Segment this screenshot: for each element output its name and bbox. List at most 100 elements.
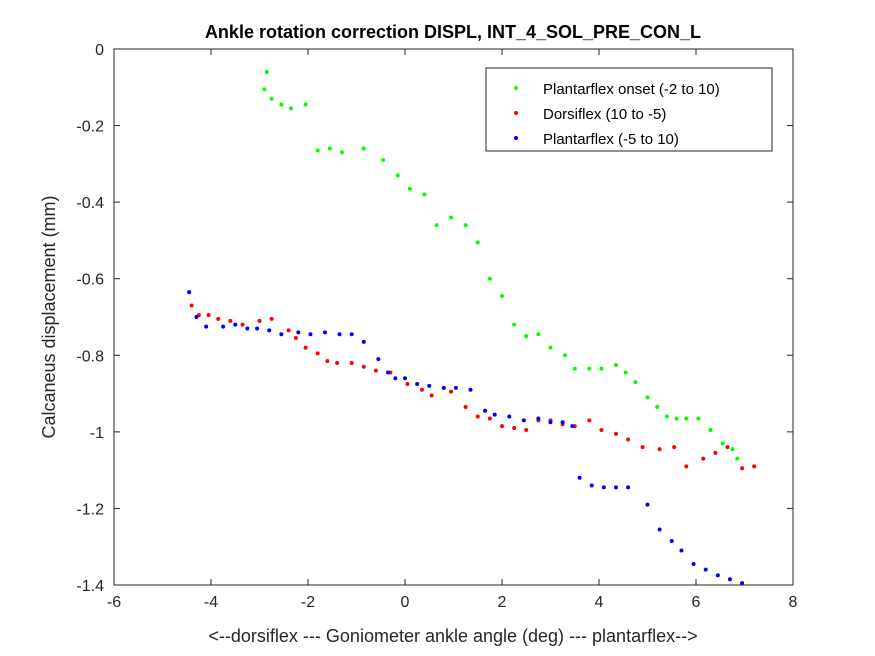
x-tick-label: 2 [498, 594, 507, 611]
data-point [633, 380, 638, 385]
data-point [613, 362, 618, 367]
data-point [500, 424, 504, 429]
data-point [657, 447, 662, 452]
data-point [449, 215, 454, 220]
data-point [361, 146, 366, 151]
data-point [725, 445, 730, 450]
legend-label-dorsiflex: Dorsiflex (10 to -5) [543, 106, 666, 123]
y-tick-label: -0.4 [76, 195, 104, 212]
data-point [684, 416, 689, 421]
data-point [339, 150, 344, 155]
data-point [589, 483, 594, 488]
data-point [623, 370, 628, 375]
data-point [327, 146, 332, 151]
data-point [512, 322, 517, 327]
data-point [492, 412, 497, 417]
data-point [296, 330, 301, 335]
data-point [536, 332, 541, 337]
data-point [674, 416, 679, 421]
data-point [512, 426, 517, 431]
data-point [429, 393, 434, 398]
data-point [587, 366, 592, 371]
data-point [679, 548, 684, 553]
data-point [303, 102, 308, 107]
y-tick-label: -1.2 [76, 501, 104, 518]
data-point [194, 315, 199, 319]
legend-marker-plantarflex-onset [514, 86, 518, 90]
data-point [703, 567, 708, 572]
data-point [381, 158, 386, 163]
legend-marker-dorsiflex [514, 111, 518, 115]
data-point [393, 376, 398, 381]
data-point [645, 395, 650, 400]
x-tick-label: 6 [692, 594, 701, 611]
data-point [386, 370, 391, 375]
data-point [240, 322, 245, 327]
data-point [684, 464, 689, 469]
data-point [548, 345, 553, 350]
data-point [279, 332, 284, 337]
data-point [279, 102, 284, 107]
data-point [434, 223, 439, 228]
data-point [524, 334, 529, 339]
data-point [262, 87, 267, 92]
data-point [599, 427, 604, 432]
data-point [315, 148, 320, 153]
data-point [577, 475, 582, 480]
data-point [570, 424, 575, 429]
data-point [563, 353, 568, 358]
legend: Plantarflex onset (-2 to 10) Dorsiflex (… [485, 67, 773, 152]
data-point [730, 447, 735, 452]
data-point [315, 351, 320, 356]
data-point [422, 192, 427, 197]
y-tick-label: -0.6 [76, 272, 104, 289]
data-point [669, 538, 674, 543]
y-tick-label: -0.2 [76, 119, 104, 136]
data-point [405, 382, 410, 386]
data-point [613, 485, 618, 490]
legend-marker-plantarflex [514, 136, 518, 140]
data-point [468, 387, 473, 392]
data-point [507, 414, 512, 419]
data-point [752, 464, 757, 469]
y-tick-label: -0.8 [76, 348, 104, 365]
data-point [267, 328, 272, 333]
x-axis-label: <--dorsiflex --- Goniometer ankle angle … [208, 626, 697, 646]
data-point [487, 416, 492, 421]
data-point [427, 383, 432, 388]
legend-label-plantarflex: Plantarflex (-5 to 10) [543, 131, 679, 148]
ticks-layer: -6 -4 -2 0 2 4 6 8 0 -0.2 -0.4 -0.6 -0.8 -1 -1.2 -1.4 [76, 42, 797, 611]
data-point [720, 441, 725, 446]
data-point [376, 357, 381, 362]
x-tick-label: 4 [595, 594, 604, 611]
data-point [524, 427, 529, 432]
series-plantarflex-onset [262, 69, 740, 461]
x-tick-label: 0 [401, 594, 410, 611]
data-point [204, 324, 209, 329]
data-point [337, 332, 342, 337]
data-point [500, 293, 504, 298]
y-tick-label: 0 [95, 42, 104, 59]
plot-frame [113, 48, 794, 586]
data-point [587, 418, 592, 423]
series-dorsiflex [189, 303, 757, 471]
data-point [286, 328, 291, 333]
data-point [269, 96, 274, 101]
data-point [475, 240, 480, 245]
data-point [453, 385, 458, 390]
x-tick-label: -4 [204, 594, 218, 611]
data-point [415, 382, 420, 386]
data-point [572, 366, 577, 371]
data-point [536, 416, 541, 421]
data-point [626, 485, 631, 490]
data-point [221, 324, 226, 329]
data-point [407, 186, 412, 191]
x-tick-label: -2 [301, 594, 315, 611]
data-point [664, 414, 669, 419]
data-point [349, 332, 354, 337]
y-axis-label: Calcaneus displacement (mm) [39, 195, 59, 438]
data-point [657, 527, 662, 532]
data-point [403, 376, 407, 381]
data-point [245, 326, 250, 331]
